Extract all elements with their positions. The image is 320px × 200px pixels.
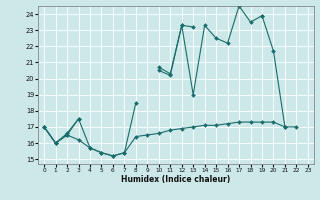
X-axis label: Humidex (Indice chaleur): Humidex (Indice chaleur) — [121, 175, 231, 184]
